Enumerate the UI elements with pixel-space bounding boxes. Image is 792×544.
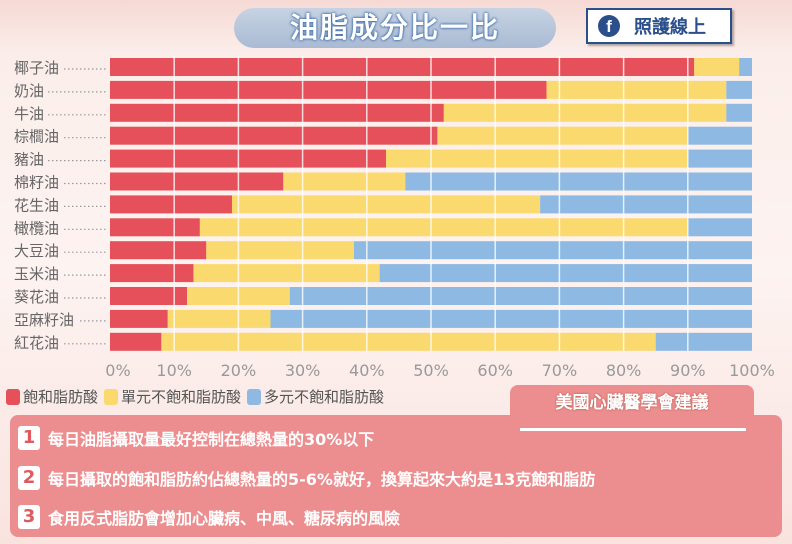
recommendation-item: 1 每日油脂攝取量最好控制在總熱量的30%以下 [18, 426, 374, 450]
bar-segment-polyunsaturated [687, 149, 752, 168]
category-label: 棉籽油 [14, 174, 59, 192]
bar-segment-monounsaturated [231, 195, 541, 214]
bar-segment-polyunsaturated [687, 218, 752, 237]
bar-segment-saturated [110, 126, 438, 145]
legend-label: 飽和脂肪酸 [23, 388, 99, 406]
legend-item-polyunsaturated: 多元不飽和脂肪酸 [247, 386, 384, 407]
brand-label: 照護線上 [634, 17, 706, 38]
bar-segment-polyunsaturated [655, 332, 752, 351]
bar-segment-saturated [110, 195, 232, 214]
bar-segment-monounsaturated [193, 264, 380, 283]
category-label: 棕櫚油 [14, 128, 59, 146]
bar-segment-saturated [110, 287, 188, 305]
bar-segment-monounsaturated [167, 309, 271, 328]
x-tick-label: 20% [221, 361, 257, 380]
bar-segment-saturated [110, 264, 194, 283]
x-tick-label: 10% [156, 361, 192, 380]
category-label: 大豆油 [14, 242, 59, 260]
item-text: 每日油脂攝取量最好控制在總熱量的30%以下 [48, 430, 375, 449]
facebook-icon: f [598, 15, 620, 37]
bar-segment-polyunsaturated [726, 103, 752, 122]
bar-segment-saturated [110, 241, 207, 260]
recommendation-item: 3 食用反式脂肪會增加心臟病、中風、糖尿病的風險 [18, 505, 400, 529]
item-text: 食用反式脂肪會增加心臟病、中風、糖尿病的風險 [48, 509, 401, 528]
category-label: 豬油 [14, 151, 44, 169]
bar-segment-polyunsaturated [687, 126, 752, 145]
legend-item-saturated: 飽和脂肪酸 [6, 386, 98, 407]
bar-segment-monounsaturated [199, 218, 688, 237]
x-tick-label: 80% [606, 361, 642, 380]
item-text: 每日攝取的飽和脂肪約佔總熱量的5-6%就好，換算起來大約是13克飽和脂肪 [48, 470, 596, 489]
bar-segment-saturated [110, 309, 168, 328]
x-tick-label: 50% [413, 361, 449, 380]
x-tick-label: 60% [477, 361, 513, 380]
category-label: 玉米油 [14, 265, 59, 283]
page-title: 油脂成分比一比 [234, 8, 556, 48]
recommendation-item: 2 每日攝取的飽和脂肪約佔總熱量的5-6%就好，換算起來大約是13克飽和脂肪 [18, 466, 595, 490]
legend-item-monounsaturated: 單元不飽和脂肪酸 [104, 386, 241, 407]
bar-segment-polyunsaturated [289, 287, 752, 305]
bar-segment-monounsaturated [443, 103, 727, 122]
bar-segment-polyunsaturated [726, 80, 752, 99]
category-label: 花生油 [14, 196, 59, 214]
facebook-brand-badge[interactable]: f 照護線上 [586, 8, 732, 44]
x-tick-label: 30% [285, 361, 321, 380]
legend-swatch [104, 388, 119, 405]
bar-segment-monounsaturated [546, 80, 727, 99]
bar-segment-saturated [110, 80, 547, 99]
bar-segment-saturated [110, 149, 387, 168]
category-label: 橄欖油 [14, 219, 59, 237]
bar-segment-polyunsaturated [739, 58, 752, 76]
x-tick-label: 40% [349, 361, 385, 380]
bar-segment-monounsaturated [694, 58, 740, 76]
bar-segment-saturated [110, 103, 444, 122]
category-label: 葵花油 [14, 288, 59, 306]
bar-segment-monounsaturated [283, 172, 406, 191]
bar-segment-polyunsaturated [405, 172, 752, 191]
x-tick-label: 0% [105, 361, 130, 380]
legend-swatch [247, 388, 262, 405]
category-label: 紅花油 [14, 334, 59, 352]
bar-segment-monounsaturated [386, 149, 688, 168]
item-number: 1 [18, 426, 40, 450]
bar-segment-polyunsaturated [540, 195, 752, 214]
legend-label: 多元不飽和脂肪酸 [264, 388, 385, 406]
item-number: 3 [18, 505, 40, 529]
divider [520, 428, 746, 431]
bar-segment-polyunsaturated [379, 264, 752, 283]
bar-segment-monounsaturated [206, 241, 354, 260]
bar-segment-polyunsaturated [270, 309, 752, 328]
category-label: 椰子油 [14, 59, 59, 77]
bar-segment-saturated [110, 218, 200, 237]
category-label: 奶油 [14, 82, 44, 100]
category-label: 亞麻籽油 [14, 311, 74, 329]
x-tick-label: 100% [729, 361, 775, 380]
x-tick-label: 70% [542, 361, 578, 380]
bar-segment-monounsaturated [437, 126, 688, 145]
legend-label: 單元不飽和脂肪酸 [121, 388, 242, 406]
bar-segment-monounsaturated [161, 332, 656, 351]
bar-segment-saturated [110, 58, 695, 76]
x-tick-label: 90% [670, 361, 706, 380]
recommendations-panel [10, 415, 782, 537]
legend: 飽和脂肪酸 單元不飽和脂肪酸 多元不飽和脂肪酸 [6, 386, 384, 407]
item-number: 2 [18, 466, 40, 490]
bar-segment-polyunsaturated [353, 241, 752, 260]
legend-swatch [6, 388, 20, 405]
recommendations-title: 美國心臟醫學會建議 [510, 385, 754, 423]
bar-segment-saturated [110, 332, 162, 351]
category-label: 牛油 [14, 105, 44, 123]
bar-segment-saturated [110, 172, 284, 191]
